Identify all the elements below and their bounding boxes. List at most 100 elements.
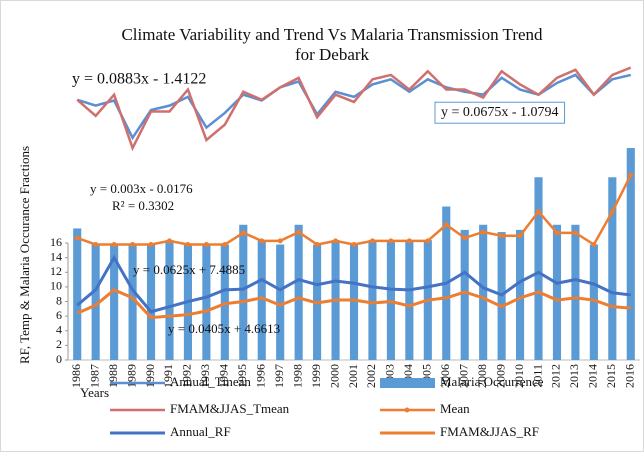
annotation: y = 0.0675x - 1.0794 bbox=[441, 105, 559, 120]
marker bbox=[203, 242, 209, 248]
marker bbox=[517, 233, 523, 239]
x-tick-label: 2008 bbox=[475, 364, 489, 388]
marker bbox=[259, 238, 265, 244]
line bbox=[76, 66, 632, 152]
marker bbox=[572, 230, 578, 236]
x-tick-label: 2006 bbox=[438, 364, 452, 388]
annotation-box bbox=[434, 101, 566, 124]
annotation: y = 0.0883x - 1.4122 bbox=[72, 71, 206, 88]
x-tick-label: 2000 bbox=[327, 364, 341, 388]
x-tick-label: 2011 bbox=[530, 364, 544, 388]
x-tick-label: 1993 bbox=[198, 364, 212, 388]
x-tick-label: 2009 bbox=[493, 364, 507, 388]
bar bbox=[294, 224, 303, 360]
marker bbox=[222, 242, 228, 248]
marker bbox=[185, 242, 191, 248]
annotation: y = 0.0405x + 4.6613 bbox=[168, 321, 280, 336]
legend-label: Annual_Tmean bbox=[170, 374, 251, 389]
y-tick-label: 6 bbox=[56, 308, 62, 322]
x-tick-label: 2015 bbox=[604, 364, 618, 388]
bar bbox=[479, 224, 488, 360]
x-tick-label: 1996 bbox=[253, 364, 267, 388]
x-tick-label: 2010 bbox=[512, 364, 526, 388]
legend-label: FMAM&JJAS_RF bbox=[440, 424, 539, 439]
y-tick-label: 0 bbox=[56, 352, 62, 366]
marker bbox=[536, 209, 542, 215]
marker bbox=[554, 230, 560, 236]
x-tick-label: 1992 bbox=[180, 364, 194, 388]
x-tick-label: 2012 bbox=[549, 364, 563, 388]
marker bbox=[443, 222, 449, 228]
x-tick-label: 1986 bbox=[69, 364, 83, 388]
bar bbox=[276, 244, 285, 360]
legend-label: Malaria Occurrence bbox=[440, 374, 544, 389]
x-tick-label: 1990 bbox=[143, 364, 157, 388]
y-tick-label: 12 bbox=[50, 264, 62, 278]
legend-marker bbox=[404, 407, 410, 413]
marker bbox=[296, 229, 302, 235]
x-tick-label: 1997 bbox=[272, 364, 286, 388]
marker bbox=[148, 242, 154, 248]
bar bbox=[202, 244, 211, 360]
marker bbox=[333, 238, 339, 244]
marker bbox=[93, 242, 99, 248]
marker bbox=[130, 242, 136, 248]
y-tick-label: 4 bbox=[56, 323, 62, 337]
line bbox=[76, 254, 631, 314]
line bbox=[76, 288, 631, 320]
y-tick-label: 8 bbox=[56, 293, 62, 307]
bar bbox=[257, 240, 266, 360]
marker bbox=[369, 238, 375, 244]
marker bbox=[166, 238, 172, 244]
bar bbox=[626, 148, 635, 360]
bar bbox=[239, 224, 248, 360]
y-tick-label: 16 bbox=[50, 235, 62, 249]
y-tick-label: 10 bbox=[50, 279, 62, 293]
x-tick-label: 1999 bbox=[309, 364, 323, 388]
marker bbox=[388, 238, 394, 244]
x-tick-label: 2016 bbox=[623, 364, 637, 388]
bar bbox=[571, 224, 580, 360]
legend-label: FMAM&JJAS_Tmean bbox=[170, 401, 290, 416]
chart-title: Climate Variability and Trend Vs Malaria… bbox=[121, 25, 543, 44]
marker bbox=[609, 209, 615, 215]
marker bbox=[480, 229, 486, 235]
bar bbox=[608, 177, 617, 360]
bar bbox=[460, 229, 469, 360]
bar bbox=[73, 228, 82, 360]
marker bbox=[240, 230, 246, 236]
marker bbox=[425, 238, 431, 244]
marker bbox=[406, 238, 412, 244]
bar bbox=[165, 240, 174, 360]
bar bbox=[110, 244, 119, 360]
x-tick-label: 1988 bbox=[106, 364, 120, 388]
x-tick-label: 2013 bbox=[567, 364, 581, 388]
marker bbox=[314, 242, 320, 248]
bar bbox=[91, 244, 100, 360]
x-tick-label: 1994 bbox=[217, 364, 231, 388]
y-axis-label: RF, Temp & Malaria Occurance Fractions bbox=[17, 146, 32, 364]
bar bbox=[552, 224, 562, 360]
x-tick-label: 1989 bbox=[124, 364, 138, 388]
bar bbox=[405, 240, 414, 360]
legend-swatch bbox=[380, 378, 435, 388]
bar bbox=[128, 244, 137, 360]
x-tick-label: 2001 bbox=[346, 364, 360, 388]
x-tick-label: 2002 bbox=[364, 364, 378, 388]
x-axis-label: Years bbox=[80, 385, 109, 400]
marker bbox=[591, 242, 597, 248]
annotation: R² = 0.3302 bbox=[112, 198, 174, 213]
annotation: y = 0.0625x + 7.4885 bbox=[133, 262, 245, 277]
marker bbox=[277, 238, 283, 244]
marker bbox=[111, 242, 117, 248]
x-tick-label: 2007 bbox=[456, 364, 470, 388]
annotation: y = 0.003x - 0.0176 bbox=[90, 181, 193, 196]
y-tick-label: 2 bbox=[56, 337, 62, 351]
marker bbox=[351, 242, 357, 248]
bar bbox=[516, 229, 525, 360]
marker bbox=[628, 172, 634, 178]
chart-title: for Debark bbox=[295, 45, 370, 64]
x-tick-label: 1987 bbox=[87, 364, 101, 388]
bar bbox=[349, 244, 359, 360]
